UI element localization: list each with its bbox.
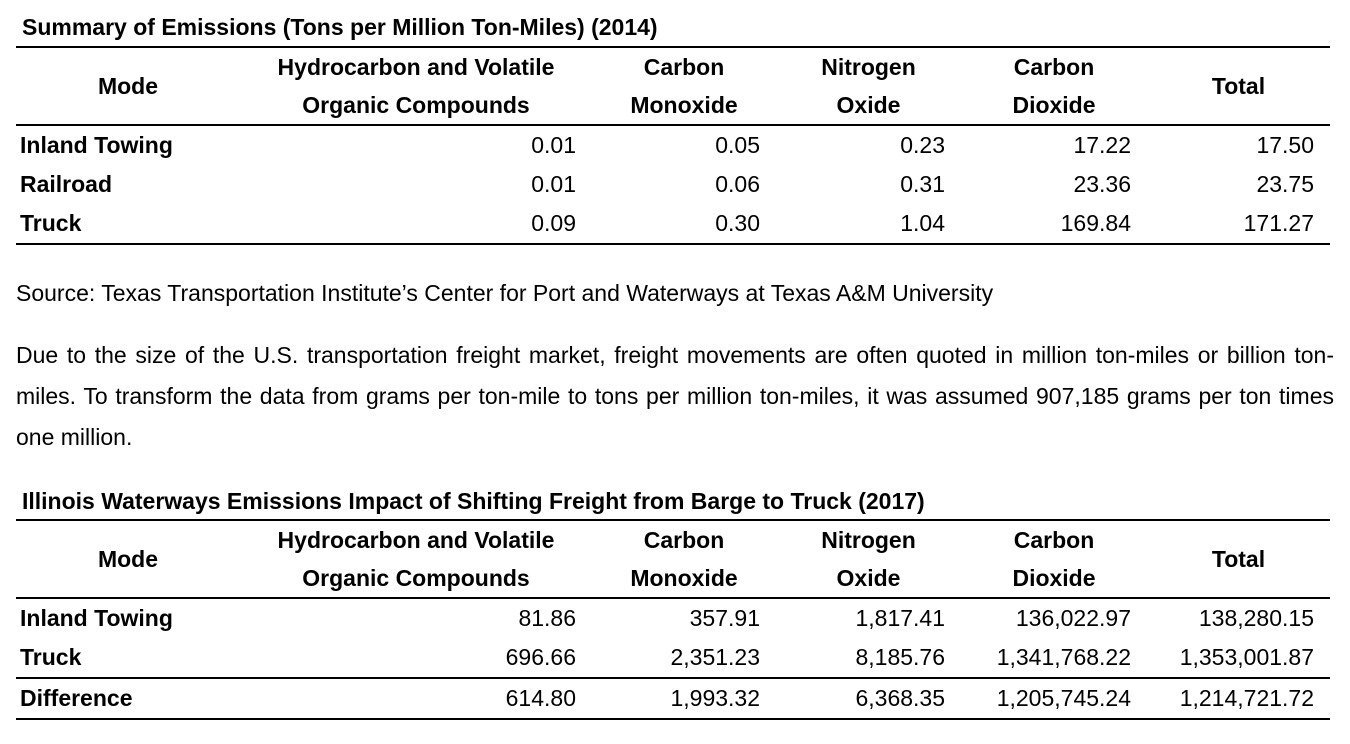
emissions-summary-table: Mode Hydrocarbon and Volatile Organic Com… <box>16 46 1330 245</box>
table-row: Difference 614.80 1,993.32 6,368.35 1,20… <box>16 678 1330 719</box>
table1-title: Summary of Emissions (Tons per Million T… <box>22 14 658 40</box>
table-row: Truck 0.09 0.30 1.04 169.84 171.27 <box>16 204 1330 244</box>
header-carbon-monoxide: Carbon Monoxide <box>630 527 738 591</box>
header-carbon-dioxide: Carbon Dioxide <box>1012 54 1096 118</box>
table-row: Inland Towing 0.01 0.05 0.23 17.22 17.50 <box>20 132 1314 158</box>
table2-header-row: Mode Hydrocarbon and Volatile Organic Com… <box>16 520 1330 598</box>
table-row: Railroad 0.01 0.06 0.31 23.36 23.75 <box>20 171 1314 197</box>
table-row: Truck 696.66 2,351.23 8,185.76 1,341,768… <box>20 644 1314 670</box>
header-carbon-monoxide: Carbon Monoxide <box>630 54 738 118</box>
header-mode: Mode <box>97 73 159 99</box>
header-total: Total <box>1211 546 1266 572</box>
header-carbon-dioxide: Carbon Dioxide <box>1012 527 1096 591</box>
explanation-paragraph: Due to the size of the U.S. transportati… <box>16 342 1334 450</box>
header-mode: Mode <box>97 546 159 572</box>
table-row: Inland Towing 81.86 357.91 1,817.41 136,… <box>20 605 1314 631</box>
source-note: Source: Texas Transportation Institute’s… <box>16 280 994 306</box>
table2-title: Illinois Waterways Emissions Impact of S… <box>22 488 925 514</box>
header-hydrocarbon: Hydrocarbon and Volatile Organic Compound… <box>277 54 555 118</box>
table1-header-row: Mode Hydrocarbon and Volatile Organic Com… <box>16 47 1330 125</box>
header-nitrogen-oxide: Nitrogen Oxide <box>821 54 916 118</box>
emissions-impact-table: Mode Hydrocarbon and Volatile Organic Com… <box>16 519 1330 720</box>
header-hydrocarbon: Hydrocarbon and Volatile Organic Compound… <box>277 527 555 591</box>
header-total: Total <box>1211 73 1266 99</box>
header-nitrogen-oxide: Nitrogen Oxide <box>821 527 916 591</box>
